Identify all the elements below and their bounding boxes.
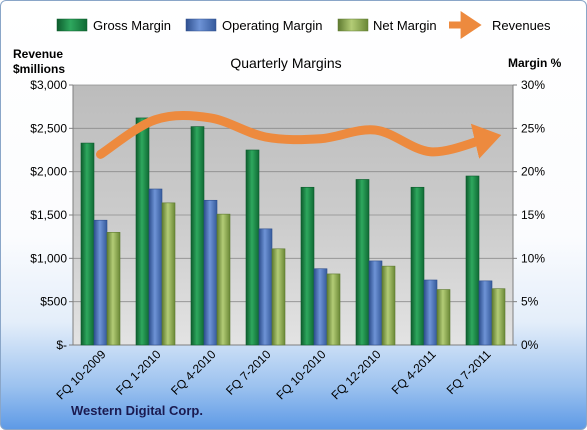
y-right-tick-label: 25% bbox=[521, 121, 545, 135]
bar-series bbox=[80, 117, 506, 346]
bar-net-margin bbox=[161, 202, 176, 346]
y-right-tick-label: 15% bbox=[521, 208, 545, 222]
y-right-label: Margin % bbox=[508, 56, 562, 70]
x-tick-label: FQ 7-2010 bbox=[223, 347, 274, 398]
bar-gross-margin bbox=[80, 142, 95, 346]
bar-net-margin bbox=[106, 232, 121, 346]
revenue-line-path bbox=[96, 110, 502, 159]
bar-operating-margin bbox=[368, 260, 383, 346]
legend-label-gross-margin: Gross Margin bbox=[93, 18, 171, 33]
bar-net-margin bbox=[216, 213, 231, 346]
y-left-tick-label: $- bbox=[56, 338, 67, 352]
x-tick-label: FQ 1-2010 bbox=[113, 347, 164, 398]
bar-gross-margin bbox=[355, 179, 370, 346]
legend-item-revenues[interactable]: Revenues bbox=[449, 11, 551, 39]
y-left-tick-label: $2,000 bbox=[30, 165, 67, 179]
bar-gross-margin bbox=[135, 117, 150, 346]
bar-net-margin bbox=[381, 265, 396, 346]
x-tick-label: FQ 4-2010 bbox=[168, 347, 219, 398]
y-left-tick-label: $1,000 bbox=[30, 251, 67, 265]
bar-operating-margin bbox=[423, 279, 438, 346]
legend-item-net-margin[interactable]: Net Margin bbox=[337, 18, 437, 33]
legend: Gross Margin Operating Margin Net Margin… bbox=[56, 11, 551, 39]
x-tick-label: FQ 10-2010 bbox=[273, 347, 328, 402]
y-right-ticks: 0% 5% 10% 15% 20% 25% 30% bbox=[513, 78, 545, 352]
y-right-tick-label: 10% bbox=[521, 251, 545, 265]
bar-operating-margin bbox=[203, 199, 218, 346]
bar-gross-margin bbox=[465, 175, 480, 346]
bar-net-margin bbox=[491, 288, 506, 346]
legend-label-revenues: Revenues bbox=[492, 18, 551, 33]
x-tick-label: FQ 4-2011 bbox=[389, 347, 439, 397]
revenue-line bbox=[96, 110, 502, 159]
x-tick-label: FQ 10-2009 bbox=[53, 347, 108, 402]
bar-net-margin bbox=[436, 289, 451, 346]
legend-item-gross-margin[interactable]: Gross Margin bbox=[56, 18, 171, 33]
legend-label-net-margin: Net Margin bbox=[373, 18, 437, 33]
bar-net-margin bbox=[271, 248, 286, 346]
bar-operating-margin bbox=[148, 188, 163, 346]
y-right-tick-label: 0% bbox=[521, 338, 539, 352]
y-left-label-line-2: $millions bbox=[13, 62, 65, 76]
legend-item-operating-margin[interactable]: Operating Margin bbox=[185, 18, 322, 33]
y-right-tick-label: 30% bbox=[521, 78, 545, 92]
x-tick-label: FQ 7-2011 bbox=[444, 347, 494, 397]
y-left-tick-label: $2,500 bbox=[30, 121, 67, 135]
x-tick-labels: FQ 10-2009 FQ 1-2010 FQ 4-2010 FQ 7-2010 FQ … bbox=[53, 347, 493, 402]
bar-operating-margin bbox=[258, 228, 273, 346]
y-left-tick-label: $500 bbox=[40, 295, 67, 309]
bar-net-margin bbox=[326, 273, 341, 346]
y-left-tick-label: $3,000 bbox=[30, 78, 67, 92]
y-left-tick-label: $1,500 bbox=[30, 208, 67, 222]
bar-operating-margin bbox=[478, 280, 493, 346]
chart-title: Quarterly Margins bbox=[230, 55, 341, 71]
y-left-label-line-1: Revenue bbox=[13, 47, 63, 61]
legend-label-operating-margin: Operating Margin bbox=[222, 18, 322, 33]
bar-gross-margin bbox=[245, 149, 260, 346]
bar-gross-margin bbox=[190, 126, 205, 346]
company-name: Western Digital Corp. bbox=[71, 403, 203, 418]
y-right-tick-label: 5% bbox=[521, 295, 539, 309]
x-tick-label: FQ 12-2010 bbox=[328, 347, 383, 402]
bar-operating-margin bbox=[93, 219, 108, 346]
bar-operating-margin bbox=[313, 268, 328, 346]
bar-gross-margin bbox=[300, 186, 315, 346]
y-right-tick-label: 20% bbox=[521, 165, 545, 179]
bar-gross-margin bbox=[410, 186, 425, 346]
y-left-ticks: $- $500 $1,000 $1,500 $2,000 $2,500 $3,000 bbox=[30, 78, 73, 352]
